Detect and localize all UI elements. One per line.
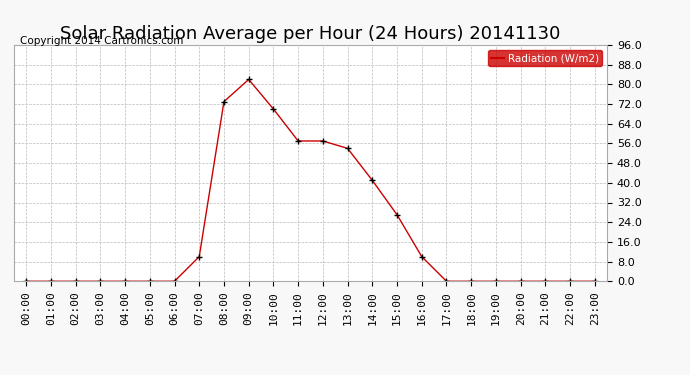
Text: Copyright 2014 Cartronics.com: Copyright 2014 Cartronics.com xyxy=(20,36,183,45)
Title: Solar Radiation Average per Hour (24 Hours) 20141130: Solar Radiation Average per Hour (24 Hou… xyxy=(60,26,561,44)
Legend: Radiation (W/m2): Radiation (W/m2) xyxy=(488,50,602,66)
